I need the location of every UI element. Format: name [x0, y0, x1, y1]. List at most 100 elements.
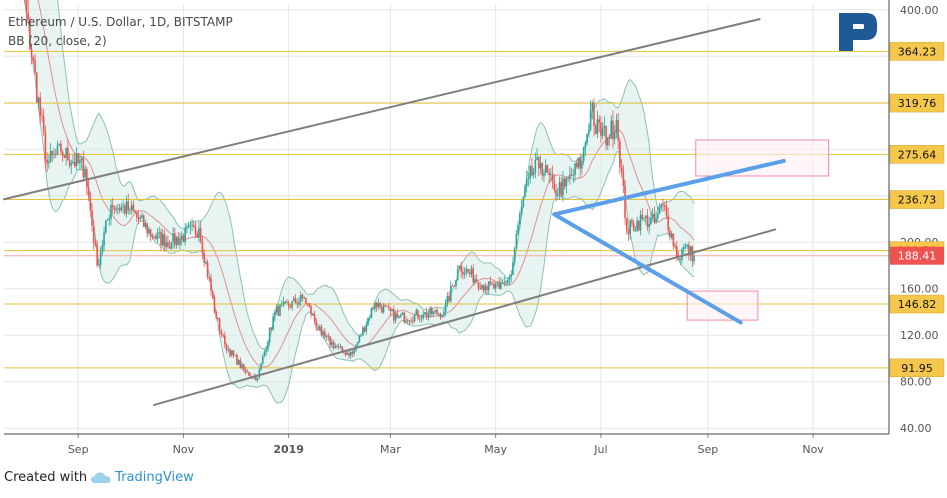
candle-body [41, 115, 43, 117]
candle-body [484, 286, 487, 291]
candle-body [432, 311, 435, 315]
candle-body [556, 194, 559, 196]
x-tick-label: Sep [697, 443, 718, 456]
candle-body [348, 353, 350, 356]
candle-body [232, 350, 235, 355]
candle-body [588, 129, 590, 135]
chart-legend: Ethereum / U.S. Dollar, 1D, BITSTAMP BB … [8, 13, 233, 51]
candle-body [327, 335, 330, 337]
tradingview-link[interactable]: TradingView [115, 470, 194, 485]
candle-body [372, 307, 374, 310]
candle-body [655, 218, 657, 223]
candle-body [510, 274, 512, 277]
candle-body [191, 224, 193, 227]
trendline-triangle-lower [552, 212, 743, 325]
candle-body [123, 205, 126, 214]
candle-body [211, 291, 214, 298]
candle-body [627, 230, 630, 235]
candle-body [629, 220, 632, 235]
candle-body [313, 314, 316, 322]
candle-body [198, 228, 200, 238]
candle-body [280, 304, 283, 306]
candle-body [677, 257, 680, 260]
candle-body [534, 159, 537, 173]
candle-body [396, 313, 399, 318]
candle-body [146, 223, 148, 234]
candle-body [132, 204, 135, 212]
candle-body [27, 12, 29, 20]
candle-body [180, 235, 183, 239]
candle-body [110, 205, 112, 219]
candle-body [201, 241, 204, 253]
candle-body [608, 137, 611, 139]
candle-body [601, 128, 604, 136]
candle-body [34, 59, 36, 73]
candle-body [213, 297, 216, 312]
candle-body [199, 228, 202, 242]
candle-body [615, 120, 618, 133]
candle-body [620, 167, 623, 172]
candle-body [693, 255, 695, 262]
candle-body [429, 307, 431, 315]
candle-body [48, 161, 50, 164]
candle-body [130, 204, 133, 210]
candle-body [144, 223, 147, 227]
candle-body [286, 301, 288, 304]
candle-body [279, 305, 281, 316]
candle-body [44, 131, 47, 160]
candle-body [460, 265, 462, 272]
candle-body [374, 302, 376, 310]
candle-body [225, 344, 228, 351]
candle-body [650, 217, 652, 224]
candle-body [448, 295, 450, 301]
candle-body [274, 311, 276, 317]
candle-body [248, 371, 250, 376]
candle-body [586, 134, 588, 144]
candle-body [450, 285, 452, 301]
candle-body [658, 206, 661, 214]
candle-body [125, 201, 128, 214]
candle-body [501, 282, 504, 284]
candle-body [393, 309, 395, 321]
x-tick-label: Nov [173, 443, 195, 456]
candle-body [520, 206, 523, 215]
candle-body [356, 341, 359, 346]
candle-body [431, 307, 433, 315]
x-tick-label: Jul [593, 443, 607, 456]
candle-body [117, 208, 119, 209]
candle-body [189, 226, 192, 227]
candle-body [577, 157, 580, 168]
candle-body [529, 165, 531, 179]
candle-body [293, 298, 295, 302]
candle-body [651, 213, 654, 218]
x-tick-label: Sep [68, 443, 89, 456]
candle-body [603, 125, 606, 129]
candle-body [434, 309, 437, 312]
candle-body [544, 165, 547, 174]
candle-body [565, 177, 568, 187]
candle-body [75, 153, 78, 167]
candle-body [129, 209, 131, 211]
candle-body [324, 331, 326, 337]
candle-body [92, 225, 95, 244]
candle-body [686, 244, 688, 247]
candle-body [287, 303, 290, 307]
candle-body [334, 346, 337, 349]
candle-body [267, 342, 269, 350]
grid [4, 4, 889, 434]
candle-body [563, 178, 566, 187]
candle-body [560, 182, 563, 196]
candle-body [570, 174, 573, 176]
footer-attribution: Created with TradingView [4, 470, 194, 485]
candle-body [437, 313, 440, 315]
candle-body [496, 282, 499, 284]
candle-body [241, 364, 243, 368]
candle-body [367, 317, 369, 325]
x-tick-label: May [484, 443, 507, 456]
candle-body [391, 309, 393, 312]
candle-body [236, 355, 238, 365]
candle-body [77, 153, 79, 163]
candle-body [481, 284, 483, 289]
candle-body [218, 319, 221, 332]
